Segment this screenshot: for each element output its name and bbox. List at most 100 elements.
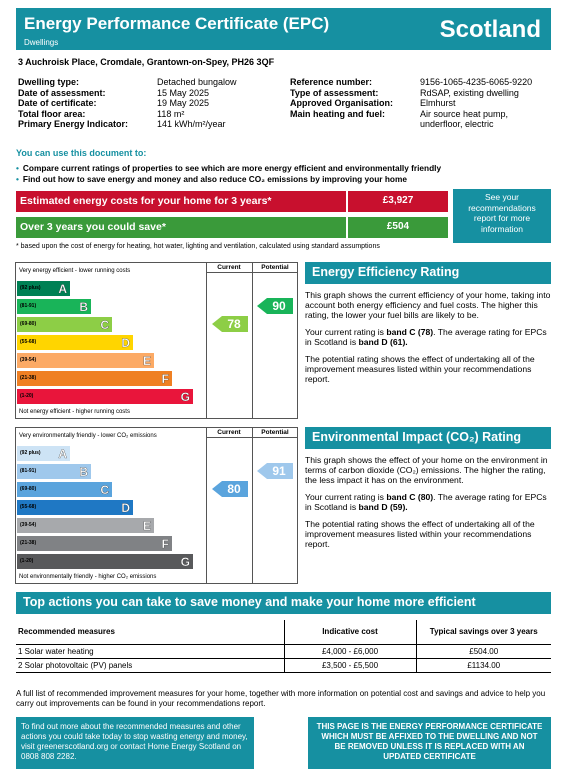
band-letter: B xyxy=(79,465,88,479)
band-range: (39-54) xyxy=(20,357,37,363)
band-letter: D xyxy=(121,501,130,515)
page-title: Energy Performance Certificate (EPC) xyxy=(24,14,330,33)
table-row: 1 Solar water heating £4,000 - £6,000 £5… xyxy=(16,643,551,658)
ei-current-rating-arrow: 80 xyxy=(212,481,248,497)
detail-label: Type of assessment: xyxy=(290,87,379,98)
ee-panel-text: This graph shows the current efficiency … xyxy=(305,290,551,391)
band-letter: F xyxy=(161,537,169,551)
band-range: (55-68) xyxy=(20,339,37,345)
column-header: Indicative cost xyxy=(283,620,416,644)
detail-row: Reference number: 9156-1065-4235-6065-922… xyxy=(290,77,552,88)
ee-panel-title: Energy Efficiency Rating xyxy=(305,262,551,284)
divider xyxy=(252,428,253,583)
detail-label: Dwelling type: xyxy=(18,77,80,87)
detail-value: Detached bungalow xyxy=(157,77,237,87)
ee-band-g: (1-20) G xyxy=(17,389,193,404)
country-label: Scotland xyxy=(439,16,541,43)
band-range: (21-38) xyxy=(20,540,37,546)
current-column-header: Current xyxy=(217,264,241,271)
detail-label: Total floor area: xyxy=(18,108,86,119)
band-range: (81-91) xyxy=(20,303,37,309)
ei-band-f: (21-38) F xyxy=(17,536,172,551)
current-band: band C (80) xyxy=(386,492,434,502)
band-range: (39-54) xyxy=(20,522,37,528)
list-item: • Compare current ratings of properties t… xyxy=(16,163,441,174)
cost-cell: £4,000 - £6,000 xyxy=(283,643,416,658)
band-range: (92 plus) xyxy=(20,285,41,291)
band-range: (92 plus) xyxy=(20,450,41,456)
ei-top-text: Very environmentally friendly - lower CO… xyxy=(19,433,157,439)
ei-potential-rating-arrow: 91 xyxy=(257,463,293,479)
ee-band-f: (21-38) F xyxy=(17,371,172,386)
detail-row: Type of assessment: RdSAP, existing dwell… xyxy=(290,88,552,99)
band-letter: C xyxy=(100,318,109,332)
band-letter: E xyxy=(142,519,151,533)
band-range: (81-91) xyxy=(20,468,37,474)
saving-cell: £1134.00 xyxy=(415,657,551,672)
recommendations-note: A full list of recommended improvement m… xyxy=(16,689,546,708)
measure-cell: 1 Solar water heating xyxy=(16,643,284,658)
band-letter: E xyxy=(142,354,151,368)
detail-value: 118 m² xyxy=(157,108,185,119)
ei-band-a: (92 plus) A xyxy=(17,446,70,461)
detail-label: Date of assessment: xyxy=(18,87,106,98)
ee-band-a: (92 plus) A xyxy=(17,281,70,296)
detail-row: Date of certificate: 19 May 2025 xyxy=(18,98,288,109)
current-band: band C (78) xyxy=(386,327,434,337)
detail-value: Air source heat pump, underfloor, electr… xyxy=(420,108,509,130)
ei-paragraph-2: Your current rating is band C (80). The … xyxy=(305,492,551,512)
divider xyxy=(206,428,207,583)
current-column-header: Current xyxy=(217,429,241,436)
ee-band-e: (39-54) E xyxy=(17,353,154,368)
ei-band-g: (1-20) G xyxy=(17,554,193,569)
page-subtitle: Dwellings xyxy=(24,38,59,47)
detail-label: Reference number: xyxy=(290,77,373,87)
band-letter: F xyxy=(161,372,169,386)
detail-value: 15 May 2025 xyxy=(157,87,210,98)
divider xyxy=(206,437,298,438)
ei-panel-title: Environmental Impact (CO₂) Rating xyxy=(305,427,551,449)
ei-band-b: (81-91) B xyxy=(17,464,91,479)
more-info-box: To find out more about the recommended m… xyxy=(16,717,254,769)
affix-notice-box: THIS PAGE IS THE ENERGY PERFORMANCE CERT… xyxy=(308,717,551,769)
measures-table: Recommended measures Indicative cost Typ… xyxy=(16,620,551,673)
ee-rating-graph: Current Potential Very energy efficient … xyxy=(15,262,298,419)
ee-paragraph-3: The potential rating shows the effect of… xyxy=(305,354,535,384)
ei-rating-graph: Current Potential Very environmentally f… xyxy=(15,427,298,584)
column-header: Typical savings over 3 years xyxy=(415,620,551,644)
detail-row: Dwelling type: Detached bungalow xyxy=(18,77,288,88)
savings-row: Over 3 years you could save* £504 xyxy=(16,217,448,238)
band-letter: D xyxy=(121,336,130,350)
measure-cell: 2 Solar photovoltaic (PV) panels xyxy=(16,657,284,672)
detail-row: Primary Energy Indicator: 141 kWh/m²/year xyxy=(18,119,288,130)
use-doc-bullets: • Compare current ratings of properties t… xyxy=(16,163,441,185)
detail-value: 19 May 2025 xyxy=(157,98,210,108)
detail-value: RdSAP, existing dwelling xyxy=(420,87,519,98)
bullet-icon: • xyxy=(16,163,19,173)
table-row: 2 Solar photovoltaic (PV) panels £3,500 … xyxy=(16,657,551,672)
cost-cell: £3,500 - £5,500 xyxy=(283,657,416,672)
band-range: (21-38) xyxy=(20,375,37,381)
band-letter: A xyxy=(58,447,67,461)
text: . The average rating for EPCs in Scotlan… xyxy=(305,327,547,347)
ei-paragraph-1: This graph shows the effect of your home… xyxy=(305,455,548,485)
ee-paragraph-1: This graph shows the current efficiency … xyxy=(305,290,551,320)
band-range: (69-80) xyxy=(20,486,37,492)
band-letter: A xyxy=(58,282,67,296)
divider xyxy=(206,263,207,418)
text: . The average rating for EPCs in Scotlan… xyxy=(305,492,547,512)
potential-column-header: Potential xyxy=(261,429,289,436)
average-band: band D (61). xyxy=(358,337,408,347)
detail-label: Approved Organisation: xyxy=(290,98,394,108)
ee-band-d: (55-68) D xyxy=(17,335,133,350)
detail-value: 141 kWh/m²/year xyxy=(157,119,226,129)
ee-band-c: (69-80) C xyxy=(17,317,112,332)
details-left: Dwelling type: Detached bungalow Date of … xyxy=(18,77,288,130)
cost-footnote: * based upon the cost of energy for heat… xyxy=(16,243,380,250)
bullet-text: Compare current ratings of properties to… xyxy=(22,163,442,173)
ei-panel-text: This graph shows the effect of your home… xyxy=(305,455,551,556)
property-address: 3 Auchroisk Place, Cromdale, Grantown-on… xyxy=(18,57,275,67)
band-letter: C xyxy=(100,483,109,497)
ei-paragraph-3: The potential rating shows the effect of… xyxy=(305,519,535,549)
average-band: band D (59). xyxy=(358,502,408,512)
